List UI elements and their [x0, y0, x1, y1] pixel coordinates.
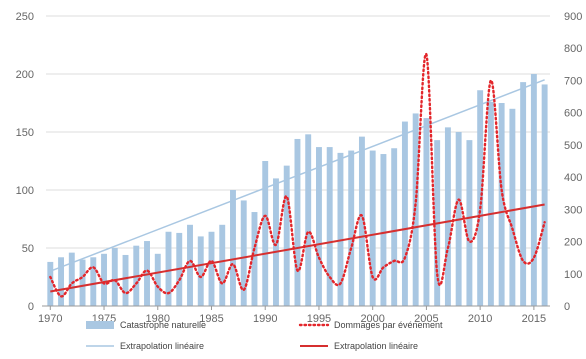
dotted-line-dommages: [49, 52, 546, 298]
bar: [90, 257, 97, 306]
bar: [101, 253, 107, 306]
y-left-tick-label: 100: [16, 185, 34, 197]
y-right-tick-label: 600: [564, 108, 582, 120]
x-tick-label: 2015: [522, 313, 546, 325]
x-tick-label: 2010: [468, 313, 492, 325]
bar: [358, 136, 365, 306]
bar: [165, 231, 172, 306]
bar: [58, 257, 64, 306]
bar: [240, 200, 247, 306]
legend-label: Dommages par événement: [334, 320, 443, 330]
bar: [401, 121, 408, 306]
y-right-tick-label: 100: [564, 269, 582, 281]
bar: [487, 101, 494, 306]
bar: [283, 165, 290, 306]
y-left-tick-label: 200: [16, 69, 34, 81]
x-tick-label: 1985: [199, 313, 223, 325]
bar: [423, 118, 430, 306]
bar: [380, 154, 387, 306]
x-tick-label: 2005: [414, 313, 438, 325]
dotted-series-dommages: [49, 52, 546, 298]
bar: [520, 82, 527, 307]
x-tick-label: 2000: [360, 313, 384, 325]
x-tick-label: 1980: [146, 313, 170, 325]
bar: [466, 140, 473, 306]
grid-lines: [46, 15, 550, 249]
bar: [316, 147, 322, 306]
bar: [122, 254, 129, 306]
bar: [294, 138, 301, 306]
legend-label: Catastrophe naturelle: [120, 320, 206, 330]
bar: [391, 148, 398, 306]
y-right-tick-label: 0: [564, 301, 570, 313]
bar: [444, 127, 451, 306]
bar: [208, 231, 215, 306]
y-right-tick-label: 400: [564, 172, 582, 184]
legend-label: Extrapolation linéaire: [120, 341, 204, 351]
y-right-tick-label: 200: [564, 237, 582, 249]
axes: 0 50 100 150 200 250 0 100 200 300 400 500 600 700 800…: [16, 11, 583, 325]
legend: Catastrophe naturelle Dommages par événem…: [86, 320, 443, 351]
bar: [262, 161, 269, 306]
trend-line-dommages: [50, 203, 545, 293]
x-tick-label: 1990: [253, 313, 277, 325]
bar: [305, 134, 312, 306]
trend-line-catastrophes: [50, 79, 545, 272]
bar: [498, 103, 505, 306]
bar: [530, 74, 537, 306]
bar: [326, 147, 333, 306]
bar: [337, 152, 344, 306]
legend-label: Extrapolation linéaire: [334, 341, 418, 351]
bar: [509, 108, 516, 306]
y-left-tick-label: 50: [22, 243, 34, 255]
legend-swatch-bar: [86, 321, 114, 329]
y-right-tick-label: 800: [564, 43, 582, 55]
bar: [230, 190, 236, 306]
bar: [197, 236, 204, 306]
y-right-tick-label: 500: [564, 140, 582, 152]
y-left-tick-label: 150: [16, 127, 34, 139]
y-left-tick-label: 0: [28, 301, 34, 313]
bar: [154, 253, 161, 306]
y-right-tick-label: 900: [564, 11, 582, 23]
y-right-tick-label: 700: [564, 75, 582, 87]
bar: [111, 248, 118, 306]
bar: [477, 90, 484, 307]
bar: [541, 84, 548, 306]
bar: [47, 261, 54, 306]
bar: [219, 224, 226, 306]
y-left-tick-label: 250: [16, 11, 34, 23]
bar: [251, 212, 258, 306]
x-tick-label: 1970: [38, 313, 62, 325]
bar: [273, 178, 279, 306]
bar: [68, 252, 75, 306]
trend-lines: [50, 79, 545, 293]
bar: [187, 224, 193, 306]
bar: [348, 150, 355, 306]
y-right-tick-label: 300: [564, 204, 582, 216]
bar: [369, 150, 376, 306]
x-tick-label: 1995: [307, 313, 331, 325]
bar: [79, 259, 86, 306]
